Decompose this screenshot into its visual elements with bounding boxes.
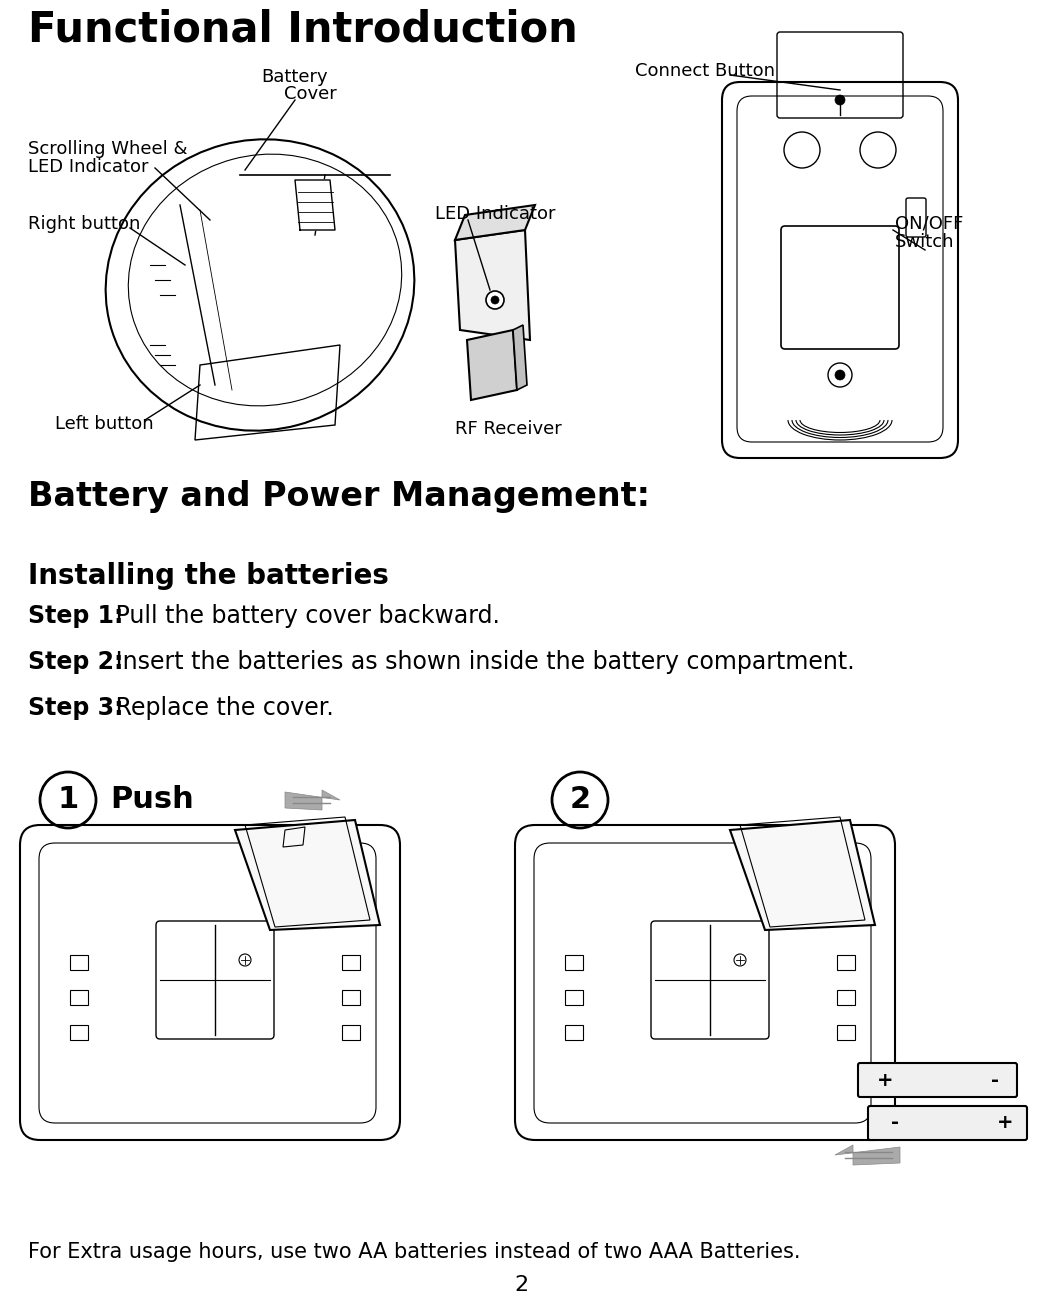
- Polygon shape: [455, 205, 535, 240]
- Bar: [837, 955, 855, 970]
- Bar: [837, 990, 855, 1005]
- Circle shape: [835, 370, 845, 380]
- Polygon shape: [295, 180, 335, 230]
- Text: Scrolling Wheel &: Scrolling Wheel &: [28, 140, 187, 158]
- Bar: [565, 955, 583, 970]
- Bar: [70, 955, 88, 970]
- Text: For Extra usage hours, use two AA batteries instead of two AAA Batteries.: For Extra usage hours, use two AA batter…: [28, 1242, 801, 1262]
- Polygon shape: [235, 820, 380, 929]
- Text: 2: 2: [514, 1275, 528, 1295]
- Text: 2: 2: [569, 785, 590, 815]
- Text: Left button: Left button: [55, 415, 154, 434]
- Text: RF Receiver: RF Receiver: [455, 421, 562, 437]
- Text: Right button: Right button: [28, 215, 141, 234]
- Bar: [342, 990, 360, 1005]
- FancyBboxPatch shape: [858, 1063, 1017, 1097]
- Bar: [342, 955, 360, 970]
- Text: Push: Push: [110, 785, 194, 815]
- Text: Cover: Cover: [283, 84, 336, 103]
- Text: Step 2:: Step 2:: [28, 650, 124, 674]
- Text: Replace the cover.: Replace the cover.: [108, 696, 334, 720]
- Text: Switch: Switch: [895, 234, 955, 251]
- Polygon shape: [730, 820, 875, 929]
- Text: Connect Button: Connect Button: [635, 62, 775, 80]
- Polygon shape: [513, 324, 527, 389]
- Text: Battery: Battery: [261, 67, 328, 86]
- Polygon shape: [455, 230, 530, 340]
- Polygon shape: [835, 1145, 900, 1166]
- Bar: [342, 1025, 360, 1040]
- Circle shape: [835, 95, 845, 105]
- Bar: [837, 1025, 855, 1040]
- Text: 1: 1: [57, 785, 79, 815]
- Text: +: +: [877, 1071, 893, 1089]
- Text: -: -: [991, 1071, 999, 1089]
- Bar: [70, 990, 88, 1005]
- FancyBboxPatch shape: [868, 1106, 1027, 1140]
- Circle shape: [828, 363, 852, 387]
- Polygon shape: [467, 330, 517, 400]
- Text: LED Indicator: LED Indicator: [28, 158, 149, 177]
- Text: Installing the batteries: Installing the batteries: [28, 562, 389, 591]
- Bar: [565, 1025, 583, 1040]
- Text: ON/OFF: ON/OFF: [895, 215, 963, 234]
- Text: -: -: [891, 1114, 899, 1132]
- Bar: [565, 990, 583, 1005]
- Text: +: +: [996, 1114, 1013, 1132]
- Text: Battery and Power Management:: Battery and Power Management:: [28, 480, 650, 513]
- Text: LED Indicator: LED Indicator: [435, 205, 556, 223]
- Text: Step 1:: Step 1:: [28, 604, 124, 628]
- Bar: [70, 1025, 88, 1040]
- Text: Pull the battery cover backward.: Pull the battery cover backward.: [108, 604, 500, 628]
- Circle shape: [486, 291, 504, 309]
- Circle shape: [491, 296, 499, 304]
- Text: Step 3:: Step 3:: [28, 696, 124, 720]
- Text: Insert the batteries as shown inside the battery compartment.: Insert the batteries as shown inside the…: [108, 650, 855, 674]
- Polygon shape: [285, 790, 340, 810]
- Text: Functional Introduction: Functional Introduction: [28, 8, 578, 51]
